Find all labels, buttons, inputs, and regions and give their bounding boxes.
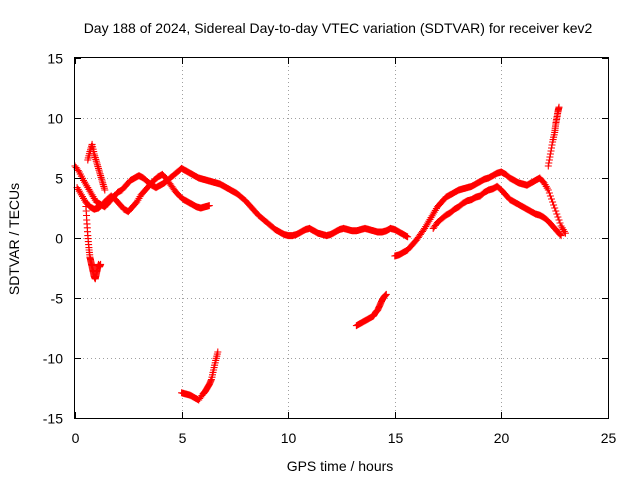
series-satellite-track-2 [73, 170, 213, 216]
plus-markers [84, 140, 109, 194]
x-tick-label: 0 [72, 430, 80, 446]
y-tick-label: 15 [47, 51, 63, 67]
x-tick-label: 10 [281, 430, 297, 446]
series-satellite-track-3 [82, 198, 105, 283]
y-tick-label: 5 [55, 171, 63, 187]
plus-markers [73, 170, 213, 216]
series-satellite-track-8 [429, 182, 565, 240]
plot-frame [74, 57, 609, 419]
x-axis-label: GPS time / hours [287, 458, 394, 474]
axis-ticks: 0 5 10 15 20 25 -15 -10 -5 0 5 10 15 [43, 51, 617, 447]
plus-markers [352, 290, 390, 330]
series-satellite-track-1 [71, 162, 412, 241]
y-tick-label: -10 [43, 351, 63, 367]
series-satellite-track-5 [178, 348, 222, 404]
series-satellite-track-9 [544, 103, 563, 170]
plus-markers [429, 182, 565, 240]
plus-markers [391, 168, 569, 260]
y-tick-label: 10 [47, 111, 63, 127]
x-tick-label: 20 [494, 430, 510, 446]
x-tick-label: 25 [601, 430, 617, 446]
y-axis-label: SDTVAR / TECUs [6, 183, 22, 295]
x-tick-label: 15 [388, 430, 404, 446]
y-tick-label: -15 [43, 411, 63, 427]
series-satellite-track-4 [84, 140, 109, 194]
x-tick-label: 5 [179, 430, 187, 446]
y-tick-label: 0 [55, 231, 63, 247]
grid [75, 58, 608, 418]
plus-markers [178, 348, 222, 404]
chart-title: Day 188 of 2024, Sidereal Day-to-day VTE… [84, 20, 593, 36]
plus-markers [544, 103, 563, 170]
plus-markers [71, 162, 412, 241]
plus-markers [82, 198, 105, 283]
series-satellite-track-7 [391, 168, 569, 260]
y-tick-label: -5 [51, 291, 64, 307]
data-series [71, 103, 569, 404]
series-satellite-track-6 [352, 290, 390, 330]
